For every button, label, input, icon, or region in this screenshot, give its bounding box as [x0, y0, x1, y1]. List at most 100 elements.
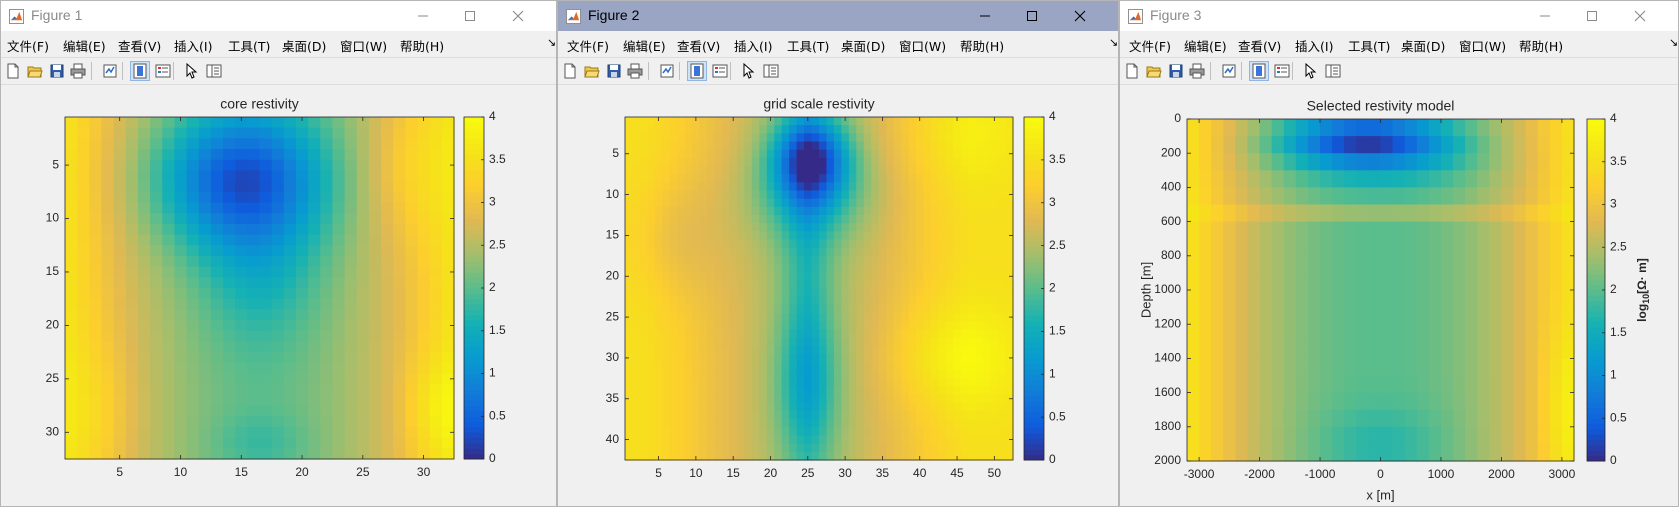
link-plot-button[interactable] — [100, 61, 120, 81]
open-file-button[interactable] — [1144, 61, 1164, 81]
heatmap-cell — [344, 320, 358, 332]
legend-button[interactable] — [710, 61, 730, 81]
property-inspector-button[interactable] — [204, 61, 224, 81]
figure-window-2[interactable]: Figure 2 文件(F) 编辑(E) 查看(V) 插入(I) 工具(T) 桌面(D) 窗口… — [557, 0, 1119, 507]
heatmap-cell — [1211, 426, 1224, 445]
heatmap-cell — [77, 170, 90, 182]
heatmap-cell — [848, 190, 857, 200]
menu-item-0[interactable]: 文件(F) — [567, 39, 609, 54]
heatmap-cell — [916, 288, 925, 298]
menu-item-2[interactable]: 查看(V) — [677, 39, 721, 54]
menu-item-7[interactable]: 帮助(H) — [960, 39, 1005, 54]
property-inspector-button[interactable] — [761, 61, 781, 81]
heatmap-cell — [368, 352, 382, 364]
menu-item-1[interactable]: 编辑(E) — [623, 39, 666, 54]
close-button[interactable] — [1618, 1, 1662, 31]
title-bar[interactable]: Figure 1 — [1, 1, 556, 31]
colorbar-button[interactable] — [130, 61, 150, 81]
maximize-button[interactable] — [1010, 1, 1054, 31]
menu-item-4[interactable]: 工具(T) — [228, 39, 271, 54]
heatmap-cell — [960, 353, 969, 363]
menu-item-6[interactable]: 窗口(W) — [1459, 39, 1507, 54]
figure-window-1[interactable]: Figure 1 文件(F) 编辑(E) 查看(V) 插入(I) 工具(T) 桌面(D) 窗口… — [0, 0, 557, 507]
menu-item-3[interactable]: 插入(I) — [174, 39, 213, 54]
heatmap-cell — [113, 330, 127, 343]
heatmap-cell — [878, 402, 887, 412]
heatmap-cell — [833, 402, 842, 412]
property-inspector-button[interactable] — [1323, 61, 1343, 81]
heatmap-cell — [1223, 409, 1236, 428]
minimize-button[interactable] — [401, 1, 445, 31]
title-bar[interactable]: Figure 3 — [1120, 1, 1678, 31]
title-bar[interactable]: Figure 2 — [558, 1, 1118, 31]
print-button[interactable] — [1187, 61, 1207, 81]
edit-plot-arrow-button[interactable] — [738, 61, 758, 81]
menu-item-3[interactable]: 插入(I) — [734, 39, 773, 54]
maximize-button[interactable] — [448, 1, 492, 31]
colorbar-segment — [1587, 316, 1605, 323]
heatmap-cell — [826, 133, 835, 143]
chart-canvas[interactable]: Selected restivity model-3000 -2000 -1000 0… — [1120, 85, 1678, 505]
heatmap-cell — [841, 378, 850, 388]
heatmap-cell — [1005, 198, 1014, 208]
menu-item-7[interactable]: 帮助(H) — [1519, 39, 1564, 54]
close-button[interactable] — [1058, 1, 1102, 31]
menu-item-2[interactable]: 查看(V) — [1238, 39, 1282, 54]
edit-plot-arrow-button[interactable] — [181, 61, 201, 81]
heatmap-cell — [960, 362, 969, 371]
heatmap-cell — [953, 133, 962, 143]
menu-item-6[interactable]: 窗口(W) — [340, 39, 388, 54]
menu-overflow-arrow-icon[interactable]: ↘ — [547, 37, 557, 49]
save-button[interactable] — [604, 61, 624, 81]
save-button[interactable] — [1166, 61, 1186, 81]
minimize-button[interactable] — [1523, 1, 1567, 31]
edit-plot-arrow-button[interactable] — [1300, 61, 1320, 81]
heatmap-cell — [247, 320, 261, 332]
print-button[interactable] — [68, 61, 88, 81]
new-figure-button[interactable] — [1122, 61, 1142, 81]
menu-item-2[interactable]: 查看(V) — [118, 39, 162, 54]
menu-item-7[interactable]: 帮助(H) — [400, 39, 445, 54]
menu-item-5[interactable]: 桌面(D) — [841, 39, 886, 54]
heatmap-cell — [960, 296, 969, 306]
menu-item-4[interactable]: 工具(T) — [1348, 39, 1391, 54]
menu-item-1[interactable]: 编辑(E) — [63, 39, 106, 54]
new-figure-button[interactable] — [560, 61, 580, 81]
maximize-button[interactable] — [1570, 1, 1614, 31]
menu-item-0[interactable]: 文件(F) — [7, 39, 49, 54]
heatmap-cell — [856, 378, 865, 388]
menu-item-6[interactable]: 窗口(W) — [899, 39, 947, 54]
link-plot-button[interactable] — [657, 61, 677, 81]
heatmap-cell — [1477, 290, 1490, 308]
menu-item-4[interactable]: 工具(T) — [787, 39, 830, 54]
heatmap-cell — [811, 117, 820, 126]
menu-item-0[interactable]: 文件(F) — [1129, 39, 1171, 54]
colorbar-button[interactable] — [1249, 61, 1269, 81]
figure-window-3[interactable]: Figure 3 文件(F) 编辑(E) 查看(V) 插入(I) 工具(T) 桌面(D) 窗口… — [1119, 0, 1679, 507]
print-button[interactable] — [625, 61, 645, 81]
menu-overflow-arrow-icon[interactable]: ↘ — [1109, 37, 1119, 49]
open-file-button[interactable] — [582, 61, 602, 81]
legend-button[interactable] — [1272, 61, 1292, 81]
link-plot-button[interactable] — [1219, 61, 1239, 81]
colorbar-button[interactable] — [687, 61, 707, 81]
save-button[interactable] — [47, 61, 67, 81]
heatmap-cell — [751, 419, 760, 428]
menu-item-1[interactable]: 编辑(E) — [1184, 39, 1227, 54]
minimize-button[interactable] — [963, 1, 1007, 31]
legend-button[interactable] — [153, 61, 173, 81]
menu-overflow-arrow-icon[interactable]: ↘ — [1669, 37, 1679, 49]
close-button[interactable] — [496, 1, 540, 31]
heatmap-cell — [647, 451, 656, 461]
heatmap-cell — [1283, 307, 1297, 325]
new-figure-button[interactable] — [3, 61, 23, 81]
heatmap-cell — [632, 231, 641, 241]
menu-item-3[interactable]: 插入(I) — [1295, 39, 1334, 54]
heatmap-cell — [804, 321, 813, 330]
menu-item-5[interactable]: 桌面(D) — [1401, 39, 1446, 54]
open-file-button[interactable] — [25, 61, 45, 81]
menu-item-5[interactable]: 桌面(D) — [282, 39, 327, 54]
heatmap-cell — [901, 223, 910, 232]
